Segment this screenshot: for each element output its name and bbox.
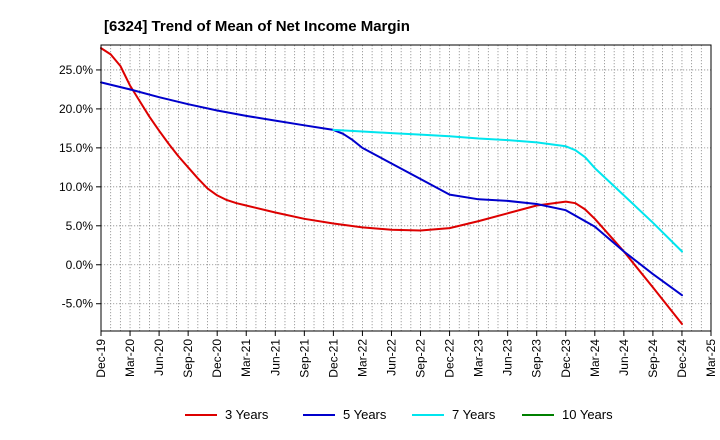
legend-label: 5 Years xyxy=(343,407,387,422)
x-tick-label: Sep-23 xyxy=(530,339,544,378)
x-tick-label: Dec-19 xyxy=(94,339,108,378)
x-tick-label: Jun-23 xyxy=(501,339,515,376)
legend: 3 Years 5 Years 7 Years 10 Years xyxy=(185,407,613,422)
series-line-7-years xyxy=(332,128,683,253)
legend-label: 7 Years xyxy=(452,407,496,422)
x-tick-label: Sep-21 xyxy=(297,339,311,378)
grid xyxy=(101,45,711,331)
legend-label: 10 Years xyxy=(562,407,613,422)
x-tick-label: Mar-25 xyxy=(704,339,718,377)
y-tick-label: 10.0% xyxy=(59,180,93,194)
series-line-5-years xyxy=(100,81,683,297)
y-tick-label: 0.0% xyxy=(66,258,94,272)
y-tick-label: 20.0% xyxy=(59,102,93,116)
x-tick-label: Mar-24 xyxy=(588,339,602,377)
y-tick-label: 15.0% xyxy=(59,141,93,155)
x-tick-label: Dec-20 xyxy=(210,339,224,378)
chart-title: [6324] Trend of Mean of Net Income Margi… xyxy=(104,18,410,35)
x-tick-label: Mar-22 xyxy=(355,339,369,377)
x-tick-label: Jun-21 xyxy=(268,339,282,376)
x-tick-label: Jun-24 xyxy=(617,339,631,376)
x-axis: Dec-19 Mar-20 Jun-20 Sep-20 Dec-20 Mar-21 Jun-… xyxy=(94,331,718,378)
y-tick-label: -5.0% xyxy=(62,297,94,311)
y-tick-label: 5.0% xyxy=(66,219,94,233)
x-tick-label: Dec-23 xyxy=(559,339,573,378)
plot-frame xyxy=(100,44,712,332)
x-tick-label: Dec-22 xyxy=(443,339,457,378)
x-tick-label: Sep-24 xyxy=(646,339,660,378)
x-tick-label: Jun-20 xyxy=(152,339,166,376)
legend-label: 3 Years xyxy=(225,407,269,422)
x-tick-label: Dec-21 xyxy=(326,339,340,378)
x-tick-label: Mar-20 xyxy=(123,339,137,377)
x-tick-label: Sep-22 xyxy=(414,339,428,378)
series-lines xyxy=(100,47,683,325)
x-tick-label: Jun-22 xyxy=(384,339,398,376)
series-line-3-years xyxy=(100,47,683,325)
y-axis: 25.0% 20.0% 15.0% 10.0% 5.0% 0.0% -5.0% xyxy=(59,63,101,311)
x-tick-label: Sep-20 xyxy=(181,339,195,378)
x-tick-label: Dec-24 xyxy=(675,339,689,378)
x-tick-label: Mar-21 xyxy=(239,339,253,377)
y-tick-label: 25.0% xyxy=(59,63,93,77)
x-tick-label: Mar-23 xyxy=(472,339,486,377)
